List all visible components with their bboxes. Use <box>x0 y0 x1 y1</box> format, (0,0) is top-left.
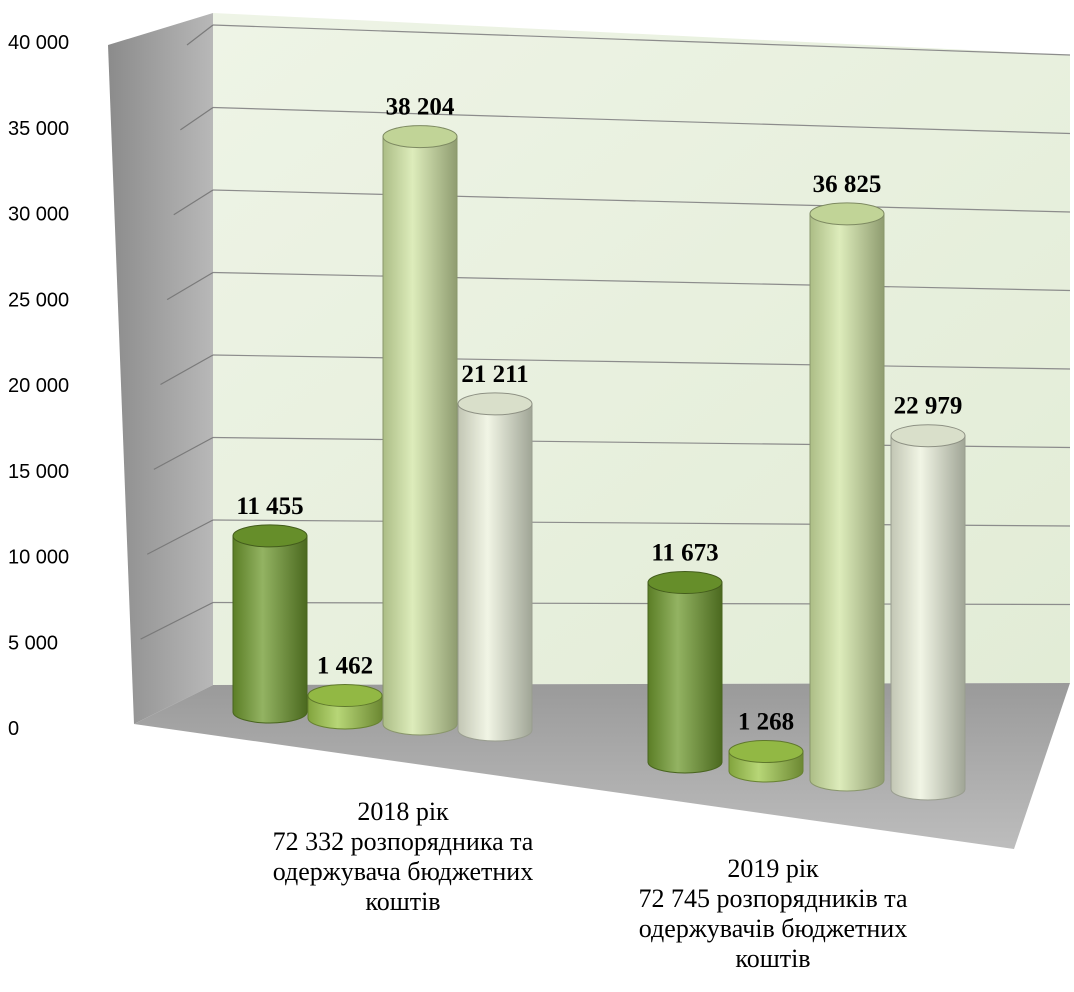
category-label-line: коштів <box>735 944 810 973</box>
gridline <box>212 106 1071 135</box>
gridline <box>212 189 1071 213</box>
category-label: 2019 рік 72 745 розпорядників та одержувач… <box>638 854 908 973</box>
category-labels: 2018 рік 72 332 розпорядника та одержувача… <box>273 797 908 973</box>
y-tick-label: 10 000 <box>8 547 69 569</box>
y-tick-label: 0 <box>8 718 19 740</box>
category-label-line: одержувачів бюджетних <box>639 914 907 943</box>
y-tick-label: 20 000 <box>8 375 69 397</box>
side-gridline <box>140 601 214 640</box>
bar <box>728 740 804 783</box>
y-tick-label: 5 000 <box>8 632 58 654</box>
category-label-line: коштів <box>365 887 440 916</box>
category-label-line: 2018 рік <box>357 797 449 826</box>
gridline <box>212 271 1071 292</box>
y-tick-label: 30 000 <box>8 204 69 226</box>
bar <box>457 392 533 742</box>
gridline <box>212 354 1071 370</box>
category-label-line: 72 332 розпорядника та <box>273 827 534 856</box>
data-label: 1 268 <box>738 709 794 736</box>
side-gridline <box>166 271 214 301</box>
bar <box>382 125 458 736</box>
bar <box>809 202 885 792</box>
data-label: 21 211 <box>461 361 528 388</box>
bar <box>647 571 723 774</box>
data-labels: 11 455 11 673 1 462 1 268 38 204 36 825 21 211… <box>236 94 962 736</box>
data-label: 22 979 <box>894 393 963 420</box>
side-gridline <box>160 354 214 386</box>
data-label: 36 825 <box>813 171 882 198</box>
category-label-line: одержувача бюджетних <box>273 857 533 886</box>
y-tick-label: 25 000 <box>8 289 69 311</box>
side-gridline <box>146 519 214 555</box>
data-label: 11 455 <box>236 493 303 520</box>
bars <box>232 125 966 801</box>
category-label: 2018 рік 72 332 розпорядника та одержувача… <box>273 797 534 916</box>
data-label: 38 204 <box>386 94 455 121</box>
y-tick-label: 35 000 <box>8 118 69 140</box>
data-label: 11 673 <box>651 540 718 567</box>
category-label-line: 72 745 розпорядників та <box>638 884 908 913</box>
category-label-line: 2019 рік <box>727 854 819 883</box>
gridlines <box>140 24 1071 640</box>
side-gridline <box>180 107 214 131</box>
side-wall <box>108 13 213 724</box>
y-axis-tick-labels: 0 5 000 10 000 15 000 20 000 25 000 30 000 35 0… <box>8 32 69 740</box>
side-gridline <box>173 189 214 216</box>
side-gridline <box>153 436 214 470</box>
y-tick-label: 40 000 <box>8 32 69 54</box>
bar <box>890 424 966 801</box>
bar <box>307 684 383 730</box>
y-tick-label: 15 000 <box>8 461 69 483</box>
side-gridline <box>186 24 214 46</box>
data-label: 1 462 <box>317 653 373 680</box>
bar <box>232 524 308 724</box>
gridline <box>212 24 1071 56</box>
